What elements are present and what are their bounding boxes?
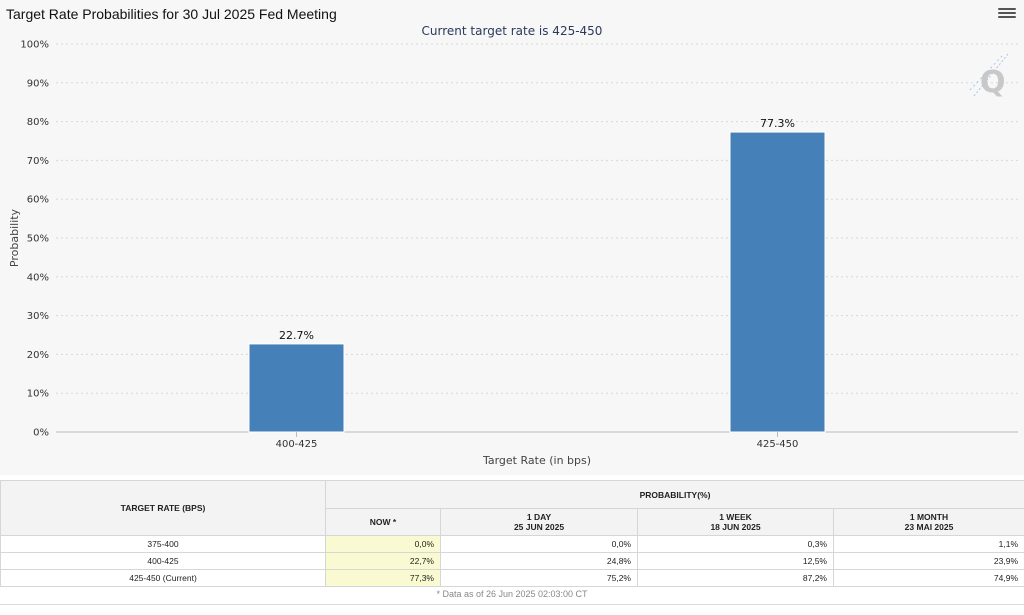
y-tick-label: 60% — [27, 195, 49, 206]
y-tick-label: 90% — [27, 78, 49, 89]
probability-cell: 12,5% — [638, 553, 834, 570]
chart-panel: 0% 10% 20% 30% 40% 50% 60% 70% 80% 90% 100% 22.7% 40… — [0, 0, 1024, 475]
data-label: 77.3% — [760, 117, 795, 130]
probability-cell: 24,8% — [441, 553, 638, 570]
column-header-line1: 1 DAY — [447, 512, 631, 522]
target-rate-cell: 425-450 (Current) — [1, 570, 326, 587]
y-tick-label: 80% — [27, 117, 49, 128]
bar-425-450 — [730, 132, 825, 432]
probability-cell: 23,9% — [834, 553, 1024, 570]
column-header: NOW * — [326, 509, 441, 536]
probability-cell: 22,7% — [326, 553, 441, 570]
probability-cell: 87,2% — [638, 570, 834, 587]
probability-table: TARGET RATE (BPS) PROBABILITY(%) NOW * 1 … — [0, 480, 1024, 587]
y-tick-label: 0% — [33, 428, 49, 439]
column-header-line2: 25 JUN 2025 — [447, 522, 631, 532]
x-tick-label: 425-450 — [757, 439, 799, 450]
y-axis-title: Probability — [8, 208, 21, 267]
hamburger-menu-icon[interactable] — [998, 6, 1016, 22]
probability-cell: 74,9% — [834, 570, 1024, 587]
x-tick-label: 400-425 — [276, 439, 318, 450]
column-header-line1: 1 WEEK — [644, 512, 827, 522]
x-axis-title: Target Rate (in bps) — [482, 454, 591, 467]
chart-subtitle: Current target rate is 425-450 — [0, 24, 1024, 38]
probability-cell: 0,0% — [441, 536, 638, 553]
column-header-line1: 1 MONTH — [840, 512, 1018, 522]
target-rate-cell: 375-400 — [1, 536, 326, 553]
probability-cell: 0,3% — [638, 536, 834, 553]
y-tick-label: 70% — [27, 156, 49, 167]
table-row: 425-450 (Current)77,3%75,2%87,2%74,9% — [1, 570, 1024, 587]
y-tick-label: 40% — [27, 272, 49, 283]
y-tick-label: 50% — [27, 234, 49, 245]
header-probability: PROBABILITY(%) — [326, 481, 1024, 509]
y-tick-label: 10% — [27, 389, 49, 400]
probability-cell: 1,1% — [834, 536, 1024, 553]
data-note: * Data as of 26 Jun 2025 02:03:00 CT — [0, 589, 1024, 599]
probability-cell: 0,0% — [326, 536, 441, 553]
column-header-line1: NOW * — [332, 517, 434, 527]
y-tick-label: 100% — [20, 40, 49, 51]
target-rate-cell: 400-425 — [1, 553, 326, 570]
chart-title: Target Rate Probabilities for 30 Jul 202… — [6, 6, 337, 22]
probability-cell: 75,2% — [441, 570, 638, 587]
svg-text:Q: Q — [980, 65, 1006, 100]
q-logo: Q — [968, 50, 1012, 102]
header-target-rate: TARGET RATE (BPS) — [1, 481, 326, 536]
bar-chart: 0% 10% 20% 30% 40% 50% 60% 70% 80% 90% 100% 22.7% 40… — [0, 0, 1024, 475]
y-tick-label: 20% — [27, 350, 49, 361]
probability-cell: 77,3% — [326, 570, 441, 587]
bar-400-425 — [249, 344, 344, 432]
column-header-line2: 23 MAI 2025 — [840, 522, 1018, 532]
data-label: 22.7% — [279, 329, 314, 342]
page-bottom-edge — [0, 604, 1024, 615]
column-header-line2: 18 JUN 2025 — [644, 522, 827, 532]
y-tick-label: 30% — [27, 311, 49, 322]
